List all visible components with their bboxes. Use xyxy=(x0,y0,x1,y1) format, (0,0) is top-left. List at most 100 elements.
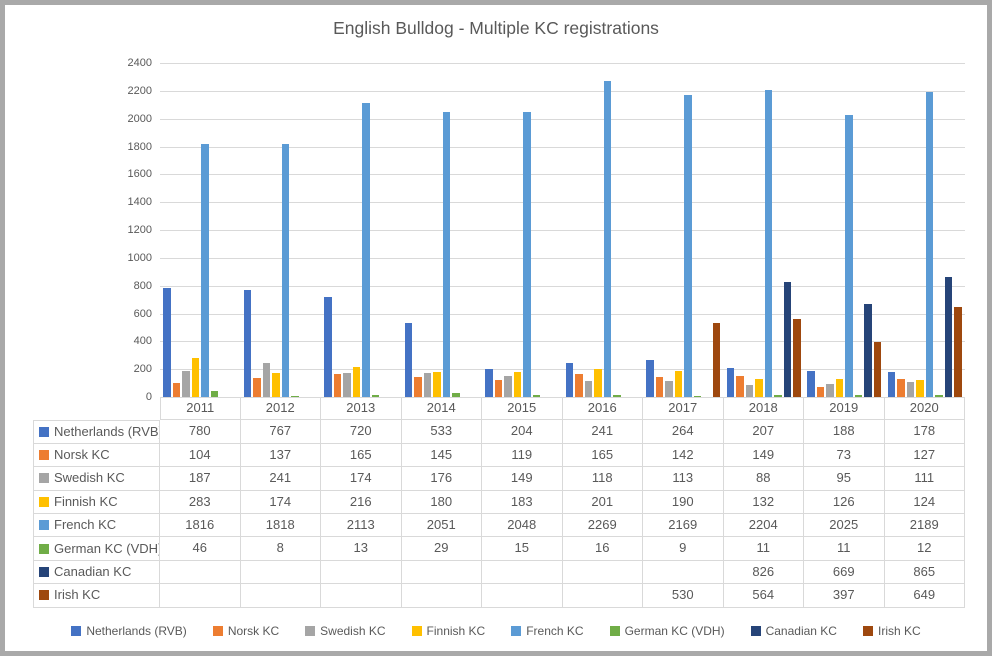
series-name: Norsk KC xyxy=(54,446,110,462)
value-cell: 564 xyxy=(723,584,804,608)
legend-swatch-icon xyxy=(71,626,82,636)
series-key-icon xyxy=(39,590,49,601)
value-cell: 183 xyxy=(482,490,563,514)
gridline xyxy=(160,369,965,371)
bar-irish-kc-2020 xyxy=(954,306,962,397)
value-cell: 720 xyxy=(321,420,402,444)
series-name: Swedish KC xyxy=(54,470,125,486)
value-cell: 9 xyxy=(643,537,724,561)
bar-irish-kc-2018 xyxy=(793,318,801,397)
y-axis-tick-label: 600 xyxy=(133,307,152,320)
bar-swedish-kc-2016 xyxy=(584,380,593,397)
value-cell: 149 xyxy=(723,443,804,468)
gridline xyxy=(160,202,965,204)
year-label: 2017 xyxy=(643,397,724,421)
bar-swedish-kc-2014 xyxy=(423,372,432,397)
value-cell: 165 xyxy=(321,443,402,468)
series-key-icon xyxy=(39,427,49,438)
value-cell: 188 xyxy=(804,420,885,444)
value-cell: 73 xyxy=(804,443,885,468)
bar-finnish-kc-2019 xyxy=(835,379,844,397)
value-cell: 118 xyxy=(562,467,643,491)
value-cell: 104 xyxy=(160,443,241,468)
bar-finnish-kc-2017 xyxy=(674,370,683,397)
value-cell: 137 xyxy=(240,443,321,468)
series-name-cell: Canadian KC xyxy=(33,560,160,585)
legend-label: Irish KC xyxy=(877,624,921,638)
legend-swatch-icon xyxy=(750,626,761,636)
table-row: Irish KC 530 564 397 649 xyxy=(33,584,966,608)
value-cell: 2269 xyxy=(562,513,643,538)
value-cell: 15 xyxy=(482,537,563,561)
table-row: Swedish KC 187 241 174 176 149 118 113 88 95 111 xyxy=(33,467,966,491)
bar-german-kc-vdh--2018 xyxy=(774,395,782,397)
table-row: German KC (VDH) 46 8 13 29 15 16 9 11 11 12 xyxy=(33,537,966,561)
y-axis-tick-label: 800 xyxy=(133,279,152,292)
value-cell xyxy=(562,560,643,585)
table-row: Canadian KC 826 669 865 xyxy=(33,560,966,585)
year-label: 2020 xyxy=(884,397,965,421)
bar-french-kc-2020 xyxy=(925,92,934,397)
year-label: 2014 xyxy=(401,397,482,421)
value-cell: 29 xyxy=(401,537,482,561)
category-cluster-2012 xyxy=(241,63,322,397)
value-cell: 530 xyxy=(643,584,724,608)
value-cell xyxy=(401,560,482,585)
year-label: 2013 xyxy=(321,397,402,421)
plot-area xyxy=(160,63,965,398)
category-cluster-2018 xyxy=(724,63,805,397)
value-cell: 178 xyxy=(884,420,965,444)
value-cell xyxy=(321,560,402,585)
series-key-icon xyxy=(39,473,49,484)
bar-german-kc-vdh--2013 xyxy=(371,395,380,397)
legend-swatch-icon xyxy=(862,626,873,636)
y-axis-tick-label: 2000 xyxy=(127,112,152,125)
bar-norsk-kc-2016 xyxy=(575,374,583,397)
bar-canadian-kc-2020 xyxy=(944,276,953,397)
category-cluster-2013 xyxy=(321,63,402,397)
legend-item: Swedish KC xyxy=(305,624,386,638)
bar-norsk-kc-2019 xyxy=(816,386,825,397)
bar-finnish-kc-2014 xyxy=(433,371,441,397)
table-header-row: 2011 2012 2013 2014 2015 2016 2017 2018 2019 2020 xyxy=(33,397,966,421)
value-cell: 649 xyxy=(884,584,965,608)
year-label: 2015 xyxy=(482,397,563,421)
bar-finnish-kc-2012 xyxy=(272,372,280,397)
legend-item: Norsk KC xyxy=(212,624,279,638)
bar-finnish-kc-2016 xyxy=(594,369,602,397)
value-cell: 132 xyxy=(723,490,804,514)
value-cell: 145 xyxy=(401,443,482,468)
year-label: 2012 xyxy=(240,397,321,421)
value-cell: 2189 xyxy=(884,513,965,538)
legend-label: Swedish KC xyxy=(320,624,386,638)
year-label: 2011 xyxy=(160,397,241,421)
value-cell: 216 xyxy=(321,490,402,514)
series-key-icon xyxy=(39,543,49,554)
legend-label: Finnish KC xyxy=(426,624,486,638)
table-row: Norsk KC 104 137 165 145 119 165 142 149 73 127 xyxy=(33,443,966,468)
value-cell: 8 xyxy=(240,537,321,561)
bar-french-kc-2015 xyxy=(523,112,531,397)
value-cell: 16 xyxy=(562,537,643,561)
legend-item: Irish KC xyxy=(862,624,921,638)
legend-swatch-icon xyxy=(212,626,223,636)
value-cell xyxy=(321,584,402,608)
category-cluster-2017 xyxy=(643,63,724,397)
y-axis-tick-label: 1400 xyxy=(127,196,152,209)
bar-netherlands-rvb--2018 xyxy=(726,368,735,397)
chart-title: English Bulldog - Multiple KC registrati… xyxy=(333,18,659,38)
bar-netherlands-rvb--2014 xyxy=(404,322,413,397)
bar-swedish-kc-2015 xyxy=(504,376,512,397)
y-axis-tick-label: 2400 xyxy=(127,57,152,69)
bar-french-kc-2019 xyxy=(845,115,853,397)
value-cell xyxy=(240,584,321,608)
value-cell: 126 xyxy=(804,490,885,514)
bar-irish-kc-2019 xyxy=(873,341,882,397)
series-name: Finnish KC xyxy=(54,493,118,509)
year-label: 2018 xyxy=(723,397,804,421)
legend-label: German KC (VDH) xyxy=(624,624,725,638)
value-cell: 780 xyxy=(160,420,241,444)
series-key-icon xyxy=(39,496,49,507)
value-cell: 46 xyxy=(160,537,241,561)
value-cell: 95 xyxy=(804,467,885,491)
